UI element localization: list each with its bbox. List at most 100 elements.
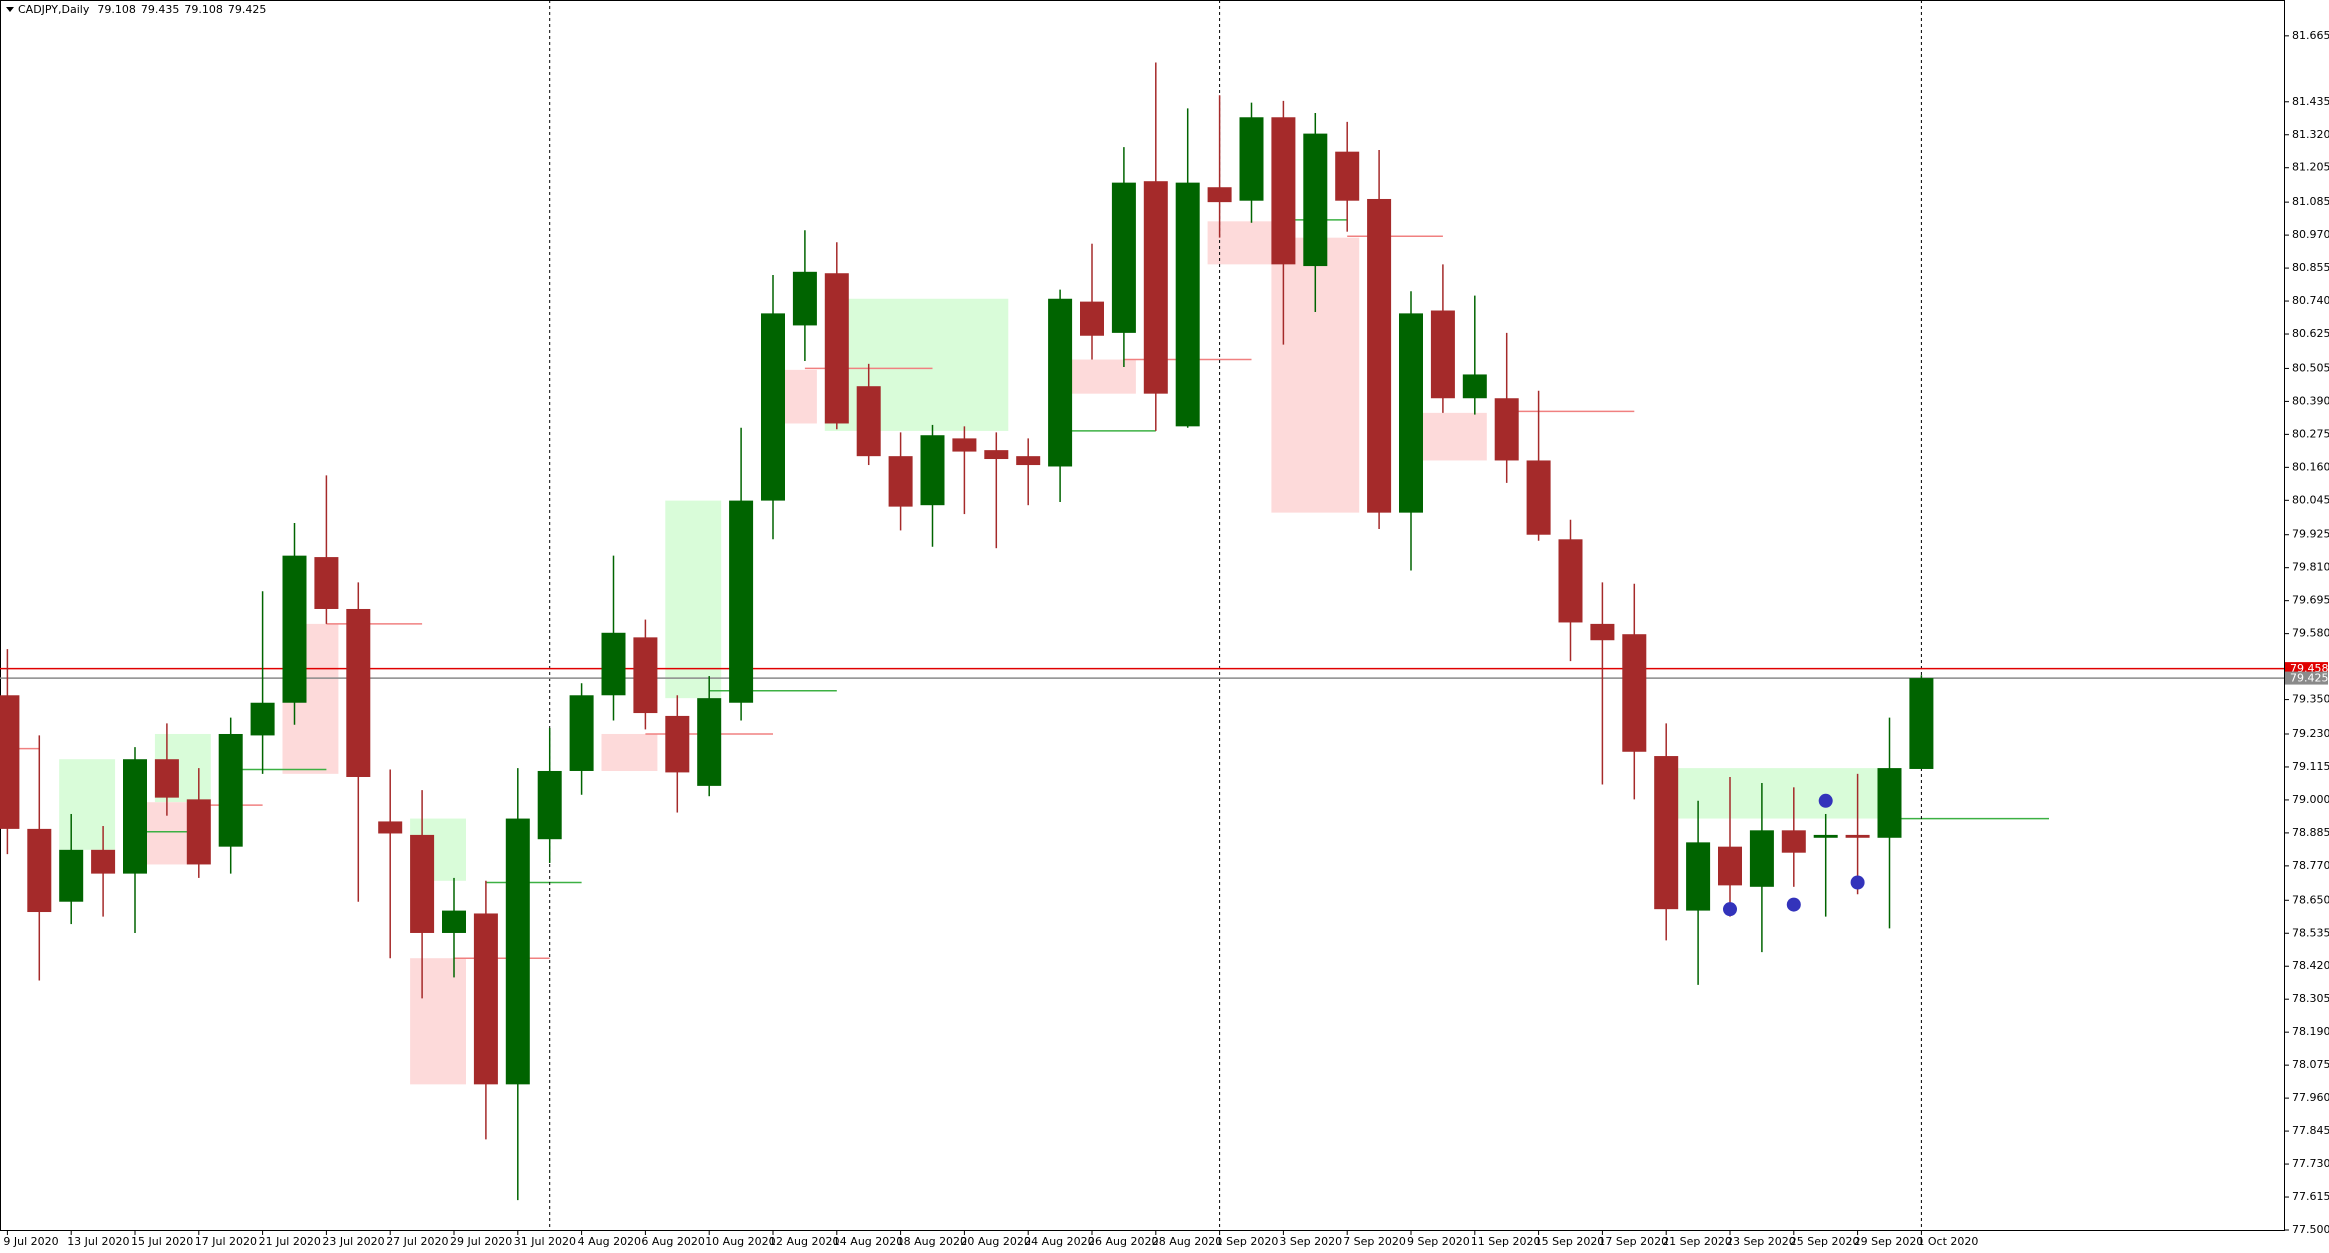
x-tick-label: 21 Sep 2020 [1662,1235,1732,1248]
candle-body [186,799,211,865]
candle-body [1877,768,1902,838]
candle-body [984,450,1009,460]
y-tick-label: 77.500 [2292,1223,2329,1236]
zone [410,958,466,1085]
candle-body [1303,133,1328,267]
signal-dot [1786,897,1801,912]
candle-body [1143,181,1168,394]
candle-body [0,695,20,829]
candle-body [1590,623,1615,641]
y-tick-label: 78.535 [2292,926,2329,939]
candle-body [1749,830,1774,887]
candle-body [1462,374,1487,399]
x-tick-label: 18 Aug 2020 [897,1235,967,1248]
candle-body [123,759,147,874]
candle-body [537,770,562,840]
candle-body [1718,846,1742,886]
price-label-box [2285,671,2328,685]
candle-body [1430,310,1455,399]
y-tick-label: 79.695 [2292,594,2329,607]
x-tick-label: 23 Jul 2020 [322,1235,384,1248]
menu-arrow [6,7,14,12]
candle-body [154,759,179,798]
y-tick-label: 81.205 [2292,161,2329,174]
candle-body [91,849,116,874]
candle-body [1239,117,1264,201]
signal-dot [1818,793,1833,808]
y-tick-label: 79.580 [2292,627,2329,640]
candle-body [888,456,913,507]
candle-body [1271,117,1296,265]
y-tick-label: 80.740 [2292,294,2329,307]
candle-body [442,910,466,933]
candle-body [410,834,435,933]
y-tick-label: 79.230 [2292,727,2329,740]
y-tick-label: 78.650 [2292,893,2329,906]
candle-body [1813,834,1838,838]
x-tick-label: 14 Aug 2020 [833,1235,903,1248]
x-tick-label: 17 Jul 2020 [195,1235,257,1248]
y-tick-label: 77.845 [2292,1124,2329,1137]
y-tick-label: 79.350 [2292,693,2329,706]
x-tick-label: 15 Sep 2020 [1535,1235,1605,1248]
zone [824,298,1009,431]
candle-body [346,608,371,777]
x-tick-label: 15 Jul 2020 [131,1235,193,1248]
candle-body [1016,456,1041,466]
x-tick-label: 26 Aug 2020 [1088,1235,1158,1248]
candle-body [505,818,530,1085]
y-tick-label: 81.435 [2292,95,2329,108]
candle-body [1367,198,1392,513]
y-tick-label: 77.960 [2292,1091,2329,1104]
y-tick-label: 78.885 [2292,826,2329,839]
candle-body [952,438,977,452]
x-tick-label: 1 Sep 2020 [1216,1235,1279,1248]
candle-body [1111,182,1136,333]
zone [665,500,722,699]
y-tick-label: 79.000 [2292,793,2329,806]
candle-body [665,715,690,773]
candle-body [1781,830,1806,853]
candle-body [27,828,52,913]
y-tick-label: 80.275 [2292,427,2329,440]
y-tick-label: 80.390 [2292,394,2329,407]
x-tick-label: 17 Sep 2020 [1598,1235,1668,1248]
candle-body [1845,834,1870,838]
x-tick-label: 3 Sep 2020 [1279,1235,1342,1248]
zone [601,733,658,771]
x-tick-label: 9 Jul 2020 [3,1235,58,1248]
candle-body [1335,151,1360,201]
x-tick-label: 10 Aug 2020 [705,1235,775,1248]
candle-body [920,435,945,506]
y-tick-label: 80.970 [2292,228,2329,241]
x-tick-label: 20 Aug 2020 [960,1235,1030,1248]
candle-body [59,849,84,902]
candle-body [282,555,307,703]
x-tick-label: 27 Jul 2020 [386,1235,448,1248]
x-tick-label: 4 Aug 2020 [578,1235,641,1248]
y-tick-label: 78.305 [2292,992,2329,1005]
y-tick-label: 78.420 [2292,959,2329,972]
y-tick-label: 79.810 [2292,561,2329,574]
candle-body [601,632,626,696]
candle-body [1558,539,1583,623]
header-value: 79.435 [141,3,180,16]
candle-body [1399,313,1423,513]
x-tick-label: 9 Sep 2020 [1407,1235,1470,1248]
candle-body [824,273,849,424]
candle-body [1494,398,1519,461]
y-tick-label: 80.625 [2292,327,2329,340]
x-tick-label: 6 Aug 2020 [641,1235,704,1248]
y-tick-label: 77.730 [2292,1157,2329,1170]
candle-body [218,733,243,847]
candle-body [729,500,754,703]
candle-body [473,913,498,1085]
chart-title: CADJPY,Daily [18,3,90,16]
y-tick-label: 78.190 [2292,1025,2329,1038]
y-tick-label: 81.085 [2292,195,2329,208]
header-value: 79.425 [228,3,267,16]
x-tick-label: 7 Sep 2020 [1343,1235,1406,1248]
header: CADJPY,Daily 79.108 79.435 79.108 79.425 [6,3,266,16]
candle-body [697,698,722,786]
